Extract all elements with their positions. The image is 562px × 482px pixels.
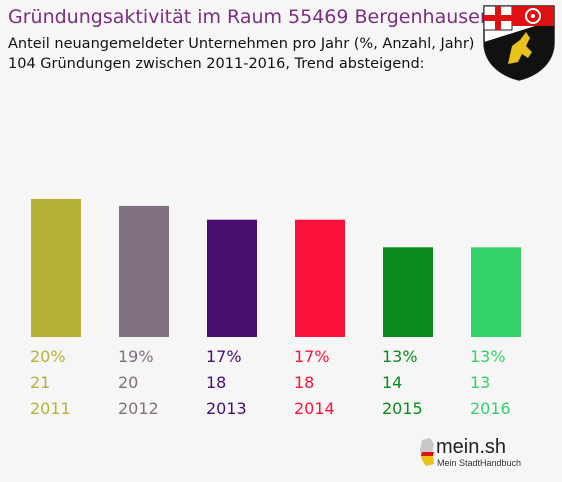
count-label: 20 bbox=[118, 373, 139, 392]
year-label: 2013 bbox=[206, 399, 247, 418]
percent-label: 17% bbox=[206, 347, 242, 366]
year-label: 2012 bbox=[118, 399, 159, 418]
germany-map-icon bbox=[416, 432, 526, 472]
bar-2013 bbox=[207, 219, 257, 337]
percent-label: 20% bbox=[30, 347, 66, 366]
percent-label: 17% bbox=[294, 347, 330, 366]
year-label: 2014 bbox=[294, 399, 335, 418]
count-label: 13 bbox=[470, 373, 491, 392]
bar-2015 bbox=[383, 247, 433, 337]
count-label: 14 bbox=[382, 373, 403, 392]
chart-subtitle: Anteil neuangemeldeter Unternehmen pro J… bbox=[8, 36, 475, 52]
count-label: 21 bbox=[30, 373, 51, 392]
chart-title: Gründungsaktivität im Raum 55469 Bergenh… bbox=[8, 6, 492, 28]
brand-logo-subtext: Mein StadtHandbuch bbox=[437, 458, 522, 468]
brand-logo-text: mein.sh bbox=[436, 436, 507, 458]
count-label: 18 bbox=[206, 373, 227, 392]
year-label: 2011 bbox=[30, 399, 71, 418]
chart-summary: 104 Gründungen zwischen 2011-2016, Trend… bbox=[8, 56, 425, 72]
year-label: 2016 bbox=[470, 399, 511, 418]
coat-of-arms-icon bbox=[483, 5, 555, 81]
bar-2014 bbox=[295, 219, 345, 337]
percent-label: 13% bbox=[382, 347, 418, 366]
percent-label: 19% bbox=[118, 347, 154, 366]
percent-label: 13% bbox=[470, 347, 506, 366]
bar-2011 bbox=[31, 199, 81, 337]
count-label: 18 bbox=[294, 373, 315, 392]
bar-2016 bbox=[471, 247, 521, 337]
bar-2012 bbox=[119, 205, 169, 337]
year-label: 2015 bbox=[382, 399, 423, 418]
